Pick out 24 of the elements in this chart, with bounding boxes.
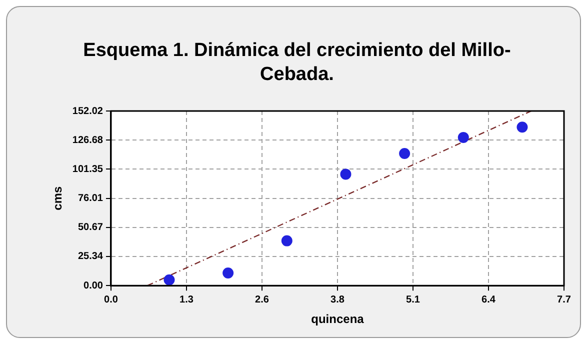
x-tick-label: 3.8 [330, 294, 345, 306]
y-tick-label: 76.01 [78, 193, 104, 204]
point [516, 122, 528, 133]
x-tick-label: 2.6 [255, 294, 270, 306]
y-tick-label: 152.02 [72, 106, 104, 117]
point [222, 267, 234, 278]
point [399, 148, 410, 160]
y-tick-label: 25.34 [78, 251, 104, 262]
y-tick-label: 0.00 [84, 280, 104, 292]
point [281, 235, 292, 246]
chart-title: Esquema 1. Dinámica del crecimiento del Millo-Cebada. [82, 39, 512, 87]
point [164, 274, 175, 286]
x-tick-label: 1.3 [180, 294, 194, 306]
y-tick-label: 101.35 [72, 164, 104, 175]
point [340, 168, 352, 180]
point [458, 132, 469, 143]
y-tick-label: 126.68 [72, 134, 104, 146]
x-axis-title: quincena [311, 312, 364, 326]
y-axis-title: cms [50, 186, 65, 210]
y-tick-label: 50.67 [78, 222, 104, 234]
x-tick-label: 0.0 [104, 294, 118, 306]
x-tick-label: 6.4 [482, 294, 496, 306]
x-tick-label: 7.7 [557, 294, 572, 306]
x-tick-label: 5.1 [406, 294, 420, 306]
